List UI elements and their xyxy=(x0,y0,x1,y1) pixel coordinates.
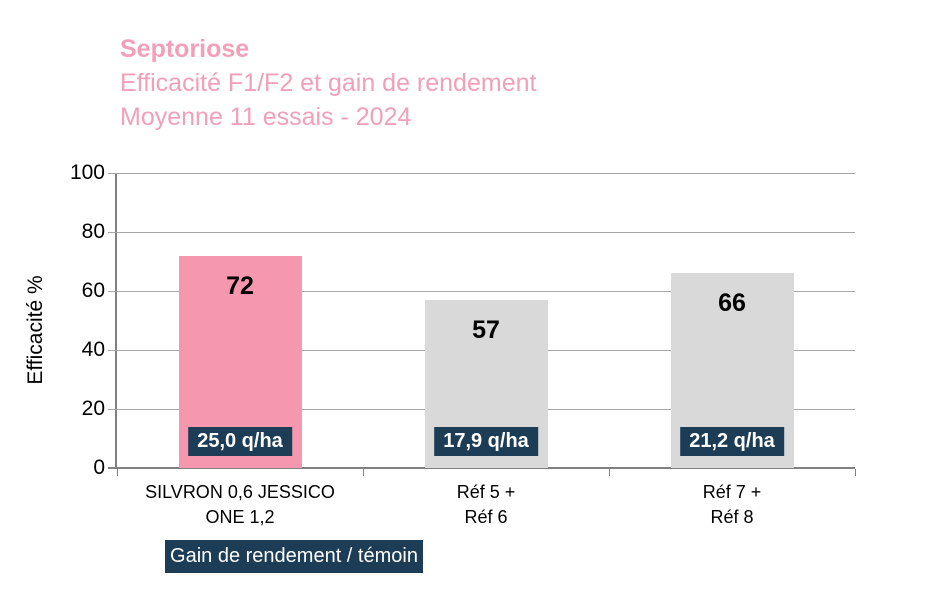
y-tick-label-0: 0 xyxy=(93,456,105,479)
x-axis-tick-3 xyxy=(855,469,856,476)
y-axis-title: Efficacité % xyxy=(24,275,47,385)
bar-value-label-2: 57 xyxy=(472,315,500,344)
chart-title: Septoriose xyxy=(120,35,250,63)
x-category-label-1-line-1: SILVRON 0,6 JESSICO xyxy=(145,482,335,502)
x-category-label-1: SILVRON 0,6 JESSICO ONE 1,2 xyxy=(117,480,363,530)
x-category-label-3-line-1: Réf 7 + xyxy=(702,482,762,502)
x-axis-tick-0 xyxy=(117,469,118,476)
x-category-label-2: Réf 5 + Réf 6 xyxy=(363,480,609,530)
y-tick-label-40: 40 xyxy=(81,338,105,361)
x-category-label-2-line-2: Réf 6 xyxy=(464,507,508,527)
x-axis-line xyxy=(108,467,855,469)
y-tick-label-100: 100 xyxy=(69,161,105,184)
bar-value-label-1: 72 xyxy=(226,271,254,300)
y-tick-label-80: 80 xyxy=(81,220,105,243)
bar-1: 72 25,0 q/ha xyxy=(178,255,302,468)
yield-gain-badge-3: 21,2 q/ha xyxy=(680,427,784,456)
yield-gain-badge-2: 17,9 q/ha xyxy=(434,427,538,456)
x-category-label-3: Réf 7 + Réf 8 xyxy=(609,480,855,530)
chart-title-block: Septoriose Efficacité F1/F2 et gain de r… xyxy=(120,32,536,134)
bar-2: 57 17,9 q/ha xyxy=(424,299,548,468)
x-category-label-1-line-2: ONE 1,2 xyxy=(205,507,275,527)
x-axis-tick-2 xyxy=(609,469,610,476)
bar-3: 66 21,2 q/ha xyxy=(670,273,794,468)
x-category-label-3-line-2: Réf 8 xyxy=(710,507,754,527)
x-axis-tick-1 xyxy=(363,469,364,476)
x-category-label-2-line-1: Réf 5 + xyxy=(456,482,516,502)
y-tick-label-20: 20 xyxy=(81,397,105,420)
chart-subtitle: Efficacité F1/F2 et gain de rendement xyxy=(120,69,537,97)
bar-value-label-3: 66 xyxy=(718,289,746,318)
gridline-100 xyxy=(108,173,855,174)
gridline-80 xyxy=(108,232,855,233)
legend-yield-gain: Gain de rendement / témoin xyxy=(165,540,423,573)
plot-area: 0 20 40 60 80 100 72 25,0 q/ha SILVRON 0,6 JESSI… xyxy=(70,161,856,527)
gridline-60 xyxy=(108,291,855,292)
y-tick-label-60: 60 xyxy=(81,279,105,302)
yield-gain-badge-1: 25,0 q/ha xyxy=(188,427,292,456)
chart-subtitle-2: Moyenne 11 essais - 2024 xyxy=(120,103,412,131)
